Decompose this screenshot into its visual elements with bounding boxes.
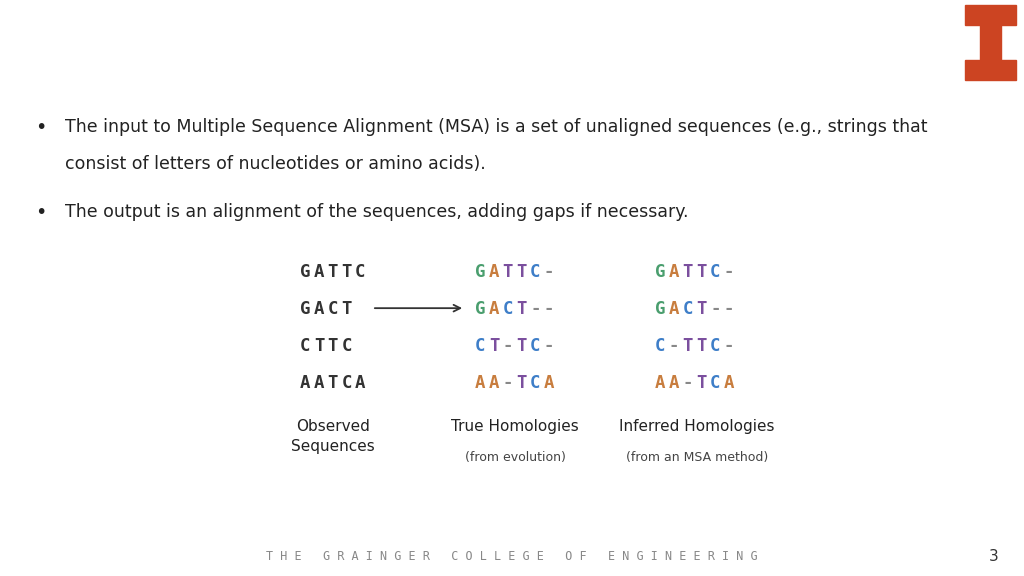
Text: C: C [655, 337, 666, 355]
Text: -: - [530, 300, 541, 318]
Text: T: T [516, 300, 527, 318]
Text: -: - [724, 300, 734, 318]
Text: A: A [655, 374, 666, 392]
Text: -: - [544, 263, 555, 281]
Text: T: T [503, 263, 513, 281]
Text: The input to Multiple Sequence Alignment (MSA) is a set of unaligned sequences (: The input to Multiple Sequence Alignment… [65, 119, 928, 137]
Text: T: T [516, 337, 527, 355]
Text: -: - [503, 374, 513, 392]
Text: T: T [341, 300, 352, 318]
Text: G: G [655, 300, 666, 318]
Text: -: - [544, 337, 555, 355]
Text: T: T [683, 337, 693, 355]
Text: G: G [475, 300, 485, 318]
Text: T: T [696, 263, 707, 281]
Bar [966, 5, 1016, 25]
Text: C: C [683, 300, 693, 318]
Text: T: T [696, 300, 707, 318]
Text: A: A [544, 374, 555, 392]
Text: A: A [724, 374, 734, 392]
Text: C: C [328, 300, 338, 318]
Text: C: C [341, 374, 352, 392]
Text: A: A [300, 374, 310, 392]
Text: C: C [530, 337, 541, 355]
Text: -: - [724, 337, 734, 355]
Text: -: - [544, 300, 555, 318]
Text: True Homologies: True Homologies [452, 419, 579, 434]
Bar [966, 60, 1016, 80]
Text: T: T [328, 263, 338, 281]
Text: C: C [355, 263, 366, 281]
Text: C: C [475, 337, 485, 355]
Text: T: T [516, 263, 527, 281]
Text: -: - [711, 300, 721, 318]
Text: A: A [475, 374, 485, 392]
Text: C: C [530, 374, 541, 392]
Text: T: T [696, 337, 707, 355]
Text: A: A [488, 374, 500, 392]
Text: C: C [711, 337, 721, 355]
Text: T: T [313, 337, 325, 355]
Text: -: - [503, 337, 513, 355]
Text: T: T [516, 374, 527, 392]
Text: A: A [313, 263, 325, 281]
Text: T: T [328, 374, 338, 392]
Text: A: A [488, 263, 500, 281]
Text: Inferred Homologies: Inferred Homologies [620, 419, 775, 434]
Text: T: T [683, 263, 693, 281]
Text: C: C [711, 263, 721, 281]
Text: 3: 3 [988, 549, 998, 564]
Text: Observed
Sequences: Observed Sequences [291, 419, 375, 454]
Text: C: C [530, 263, 541, 281]
Text: T: T [696, 374, 707, 392]
Text: T: T [328, 337, 338, 355]
Text: (from evolution): (from evolution) [465, 451, 565, 464]
Text: (from an MSA method): (from an MSA method) [626, 451, 768, 464]
Text: A: A [669, 300, 679, 318]
Text: A: A [355, 374, 366, 392]
Text: C: C [711, 374, 721, 392]
Text: -: - [724, 263, 734, 281]
Text: G: G [475, 263, 485, 281]
Text: C: C [341, 337, 352, 355]
Text: C: C [300, 337, 310, 355]
Text: The output is an alignment of the sequences, adding gaps if necessary.: The output is an alignment of the sequen… [65, 203, 688, 221]
Text: G: G [300, 300, 310, 318]
Text: T H E   G R A I N G E R   C O L L E G E   O F   E N G I N E E R I N G: T H E G R A I N G E R C O L L E G E O F … [266, 550, 758, 563]
Text: G: G [300, 263, 310, 281]
Bar [980, 20, 1001, 67]
Text: T: T [488, 337, 500, 355]
FancyArrowPatch shape [375, 305, 460, 312]
Text: A: A [669, 374, 679, 392]
Text: G: G [655, 263, 666, 281]
Text: -: - [683, 374, 693, 392]
Text: •: • [35, 119, 46, 138]
Text: C: C [503, 300, 513, 318]
Text: A: A [669, 263, 679, 281]
Text: A: A [313, 374, 325, 392]
Text: A: A [313, 300, 325, 318]
Text: Background - Multiple Sequence Alignment: Background - Multiple Sequence Alignment [26, 32, 769, 60]
Text: consist of letters of nucleotides or amino acids).: consist of letters of nucleotides or ami… [65, 156, 485, 173]
Text: •: • [35, 203, 46, 222]
Text: T: T [341, 263, 352, 281]
Text: -: - [669, 337, 679, 355]
Text: A: A [488, 300, 500, 318]
